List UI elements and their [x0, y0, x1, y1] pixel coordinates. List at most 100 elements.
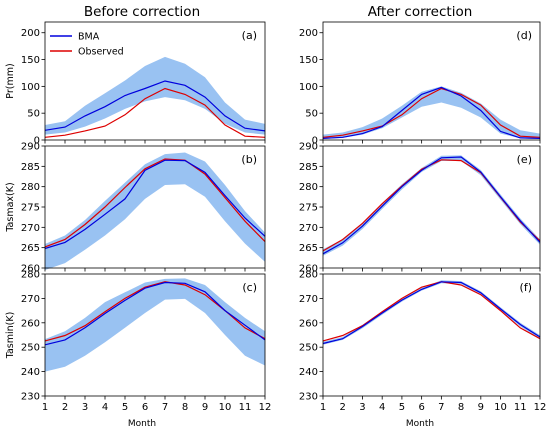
y-tick-label: 280 — [21, 270, 40, 281]
x-tick-label: 1 — [320, 402, 326, 413]
panel-a: 0 50 100 150 200 (a) Pr(mm) BMA Observed — [5, 21, 266, 147]
x-tick-label: 2 — [62, 402, 68, 413]
y-tick-label: 230 — [299, 392, 318, 403]
x-tick-label: 9 — [478, 402, 484, 413]
observed-line-d — [322, 87, 541, 138]
x-tick-label: 1 — [42, 402, 48, 413]
column-title-after: After correction — [368, 4, 473, 20]
x-tick-label: 6 — [142, 402, 148, 413]
y-tick-label: 260 — [299, 264, 318, 275]
observed-line-a — [44, 87, 266, 138]
y-tick-label: 270 — [299, 294, 318, 305]
panel-label-f: (f) — [520, 281, 532, 294]
y-tick-label: 200 — [21, 28, 40, 39]
y-tick-label: 250 — [21, 343, 40, 354]
y-tick-label: 150 — [21, 55, 40, 66]
y-axis-label-b: Tasmax(K) — [5, 182, 16, 232]
y-tick-label: 280 — [21, 182, 40, 193]
panel-b: 260 265 270 275 280 285 290 (b) Tasmax(K) — [5, 142, 266, 275]
x-tick-label: 9 — [202, 402, 208, 413]
y-tick-label: 270 — [21, 294, 40, 305]
x-axis-label-left: Month — [128, 419, 156, 429]
x-tick-label: 8 — [458, 402, 464, 413]
y-tick-label: 275 — [299, 203, 318, 214]
panel-label-a: (a) — [242, 29, 257, 42]
y-tick-label: 280 — [299, 182, 318, 193]
observed-line-b — [44, 158, 266, 248]
y-tick-label: 265 — [21, 243, 40, 254]
bma-line-e — [322, 156, 541, 255]
x-tick-label: 7 — [162, 402, 168, 413]
observed-line-f — [322, 281, 541, 342]
y-tick-label: 50 — [305, 109, 318, 120]
x-tick-label: 11 — [239, 402, 252, 413]
panel-label-d: (d) — [516, 29, 532, 42]
y-tick-label: 240 — [21, 367, 40, 378]
y-tick-label: 285 — [21, 162, 40, 173]
panel-label-b: (b) — [241, 153, 257, 166]
bma-line-b — [44, 159, 266, 250]
y-tick-label: 260 — [299, 318, 318, 329]
uncertainty-band-e — [323, 155, 540, 256]
uncertainty-band-d — [323, 86, 540, 139]
x-tick-label: 3 — [82, 402, 88, 413]
column-title-before: Before correction — [84, 4, 200, 20]
uncertainty-band-b — [45, 152, 265, 270]
x-tick-label: 5 — [122, 402, 128, 413]
uncertainty-band-a — [45, 56, 265, 135]
y-tick-label: 260 — [21, 318, 40, 329]
y-tick-label: 270 — [21, 223, 40, 234]
y-tick-label: 260 — [21, 264, 40, 275]
x-tick-label: 4 — [102, 402, 108, 413]
axes-frame-a — [44, 21, 266, 141]
y-tick-label: 200 — [299, 28, 318, 39]
panel-e: 260 265 270 275 280 285 290 (e) — [299, 142, 541, 275]
bma-line-f — [322, 281, 541, 345]
x-tick-label: 7 — [438, 402, 444, 413]
x-tick-label: 10 — [494, 402, 507, 413]
uncertainty-band-c — [45, 278, 265, 372]
y-tick-label: 250 — [299, 343, 318, 354]
x-axis-label-right: Month — [406, 419, 434, 429]
axes-frame-d — [322, 21, 541, 141]
y-tick-label: 275 — [21, 203, 40, 214]
y-axis-label-a: Pr(mm) — [5, 63, 16, 98]
y-tick-label: 230 — [21, 392, 40, 403]
panel-d: 0 50 100 150 200 (d) — [299, 21, 541, 147]
panel-label-e: (e) — [517, 153, 532, 166]
x-tick-label: 2 — [340, 402, 346, 413]
x-tick-label: 5 — [399, 402, 405, 413]
y-tick-label: 150 — [299, 55, 318, 66]
panel-label-c: (c) — [242, 281, 257, 294]
y-tick-label: 100 — [299, 82, 318, 93]
x-tick-label: 12 — [259, 402, 272, 413]
bma-line-c — [44, 281, 266, 346]
x-tick-label: 12 — [534, 402, 547, 413]
y-axis-label-c: Tasmin(K) — [5, 312, 16, 360]
legend: BMA Observed — [50, 32, 124, 58]
x-tick-label: 4 — [379, 402, 385, 413]
axes-frame-f — [322, 273, 541, 397]
bma-line-a — [44, 80, 266, 132]
y-tick-label: 265 — [299, 243, 318, 254]
y-tick-label: 290 — [299, 142, 318, 153]
uncertainty-band-f — [323, 280, 540, 345]
y-tick-label: 240 — [299, 367, 318, 378]
x-tick-label: 8 — [182, 402, 188, 413]
legend-label-observed: Observed — [78, 47, 124, 58]
x-tick-label: 10 — [219, 402, 232, 413]
y-tick-label: 0 — [312, 136, 318, 147]
axes-frame-c — [44, 273, 266, 397]
y-tick-label: 100 — [21, 82, 40, 93]
x-tick-label: 3 — [359, 402, 365, 413]
legend-label-bma: BMA — [78, 32, 100, 43]
y-tick-label: 50 — [27, 109, 40, 120]
y-tick-label: 285 — [299, 162, 318, 173]
y-tick-label: 0 — [34, 136, 40, 147]
y-tick-label: 280 — [299, 270, 318, 281]
bma-line-d — [322, 86, 541, 139]
y-tick-label: 290 — [21, 142, 40, 153]
